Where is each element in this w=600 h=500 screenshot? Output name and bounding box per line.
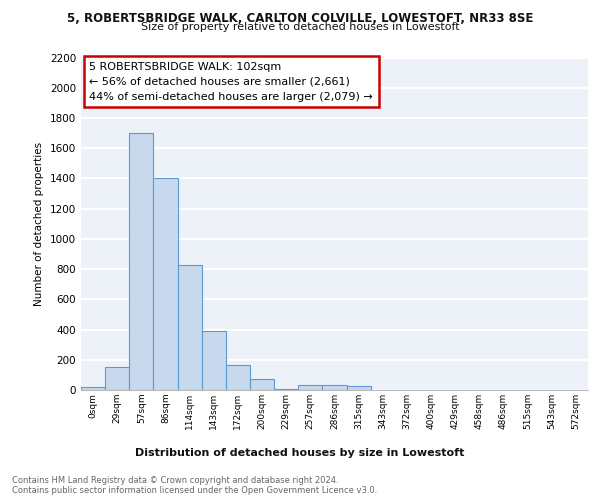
Bar	[129, 133, 154, 390]
Text: 5 ROBERTSBRIDGE WALK: 102sqm
← 56% of detached houses are smaller (2,661)
44% of: 5 ROBERTSBRIDGE WALK: 102sqm ← 56% of de…	[89, 62, 373, 102]
Text: 5, ROBERTSBRIDGE WALK, CARLTON COLVILLE, LOWESTOFT, NR33 8SE: 5, ROBERTSBRIDGE WALK, CARLTON COLVILLE,…	[67, 12, 533, 24]
Bar	[226, 365, 250, 390]
Text: Distribution of detached houses by size in Lowestoft: Distribution of detached houses by size …	[136, 448, 464, 458]
Bar	[105, 366, 129, 390]
Text: Contains public sector information licensed under the Open Government Licence v3: Contains public sector information licen…	[12, 486, 377, 495]
Bar	[250, 380, 274, 390]
Bar	[298, 386, 322, 390]
Bar	[178, 264, 202, 390]
Bar	[81, 387, 105, 390]
Bar	[154, 178, 178, 390]
Text: Size of property relative to detached houses in Lowestoft: Size of property relative to detached ho…	[140, 22, 460, 32]
Y-axis label: Number of detached properties: Number of detached properties	[34, 142, 44, 306]
Text: Contains HM Land Registry data © Crown copyright and database right 2024.: Contains HM Land Registry data © Crown c…	[12, 476, 338, 485]
Bar	[202, 331, 226, 390]
Bar	[274, 389, 298, 390]
Bar	[347, 386, 371, 390]
Bar	[322, 386, 347, 390]
